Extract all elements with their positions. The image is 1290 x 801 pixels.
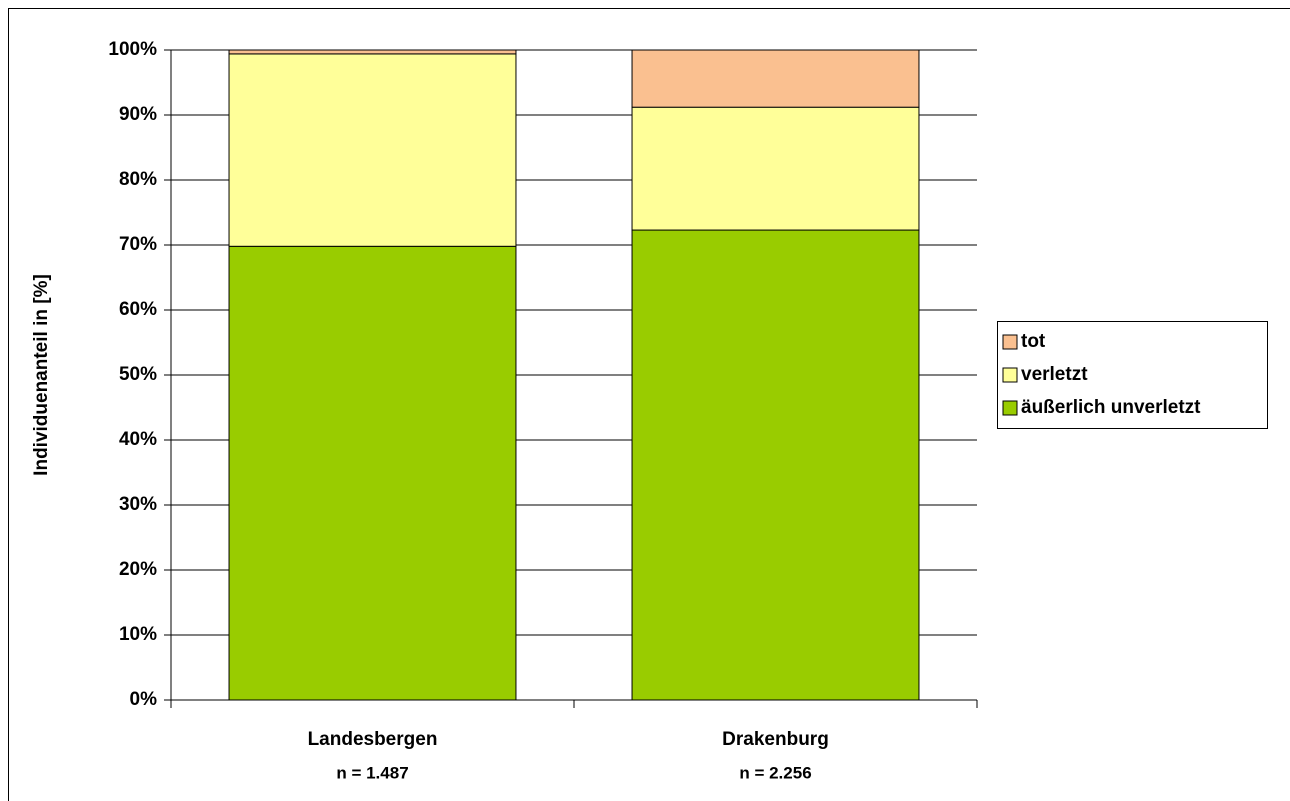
y-tick-label: 40% — [119, 429, 157, 450]
y-tick-label: 60% — [119, 299, 157, 320]
legend-swatch — [1002, 334, 1018, 350]
bar-segment — [228, 53, 517, 247]
y-tick-label: 50% — [119, 364, 157, 385]
bar-segment — [631, 106, 920, 231]
legend-label: verletzt — [1021, 364, 1088, 385]
bar-segment — [228, 245, 517, 701]
bar-segment — [631, 49, 920, 108]
y-tick-label: 100% — [108, 39, 157, 60]
y-tick-label: 70% — [119, 234, 157, 255]
y-axis-title: Individuenanteil in [%] — [31, 274, 52, 476]
y-tick-label: 20% — [119, 559, 157, 580]
y-tick-label: 10% — [119, 624, 157, 645]
legend-label: äußerlich unverletzt — [1021, 397, 1201, 418]
y-tick-label: 90% — [119, 104, 157, 125]
x-tick-label: Drakenburg — [722, 729, 829, 750]
y-tick-label: 80% — [119, 169, 157, 190]
bar-segment — [631, 229, 920, 701]
y-tick-label: 0% — [130, 689, 158, 710]
category-note: n = 2.256 — [739, 763, 811, 782]
x-tick-label: Landesbergen — [308, 729, 438, 750]
legend-box — [997, 321, 1268, 429]
legend-label: tot — [1021, 331, 1046, 352]
y-tick-label: 30% — [119, 494, 157, 515]
bar-segment — [228, 49, 517, 55]
category-note: n = 1.487 — [336, 763, 408, 782]
legend-swatch — [1002, 400, 1018, 416]
legend-swatch — [1002, 367, 1018, 383]
